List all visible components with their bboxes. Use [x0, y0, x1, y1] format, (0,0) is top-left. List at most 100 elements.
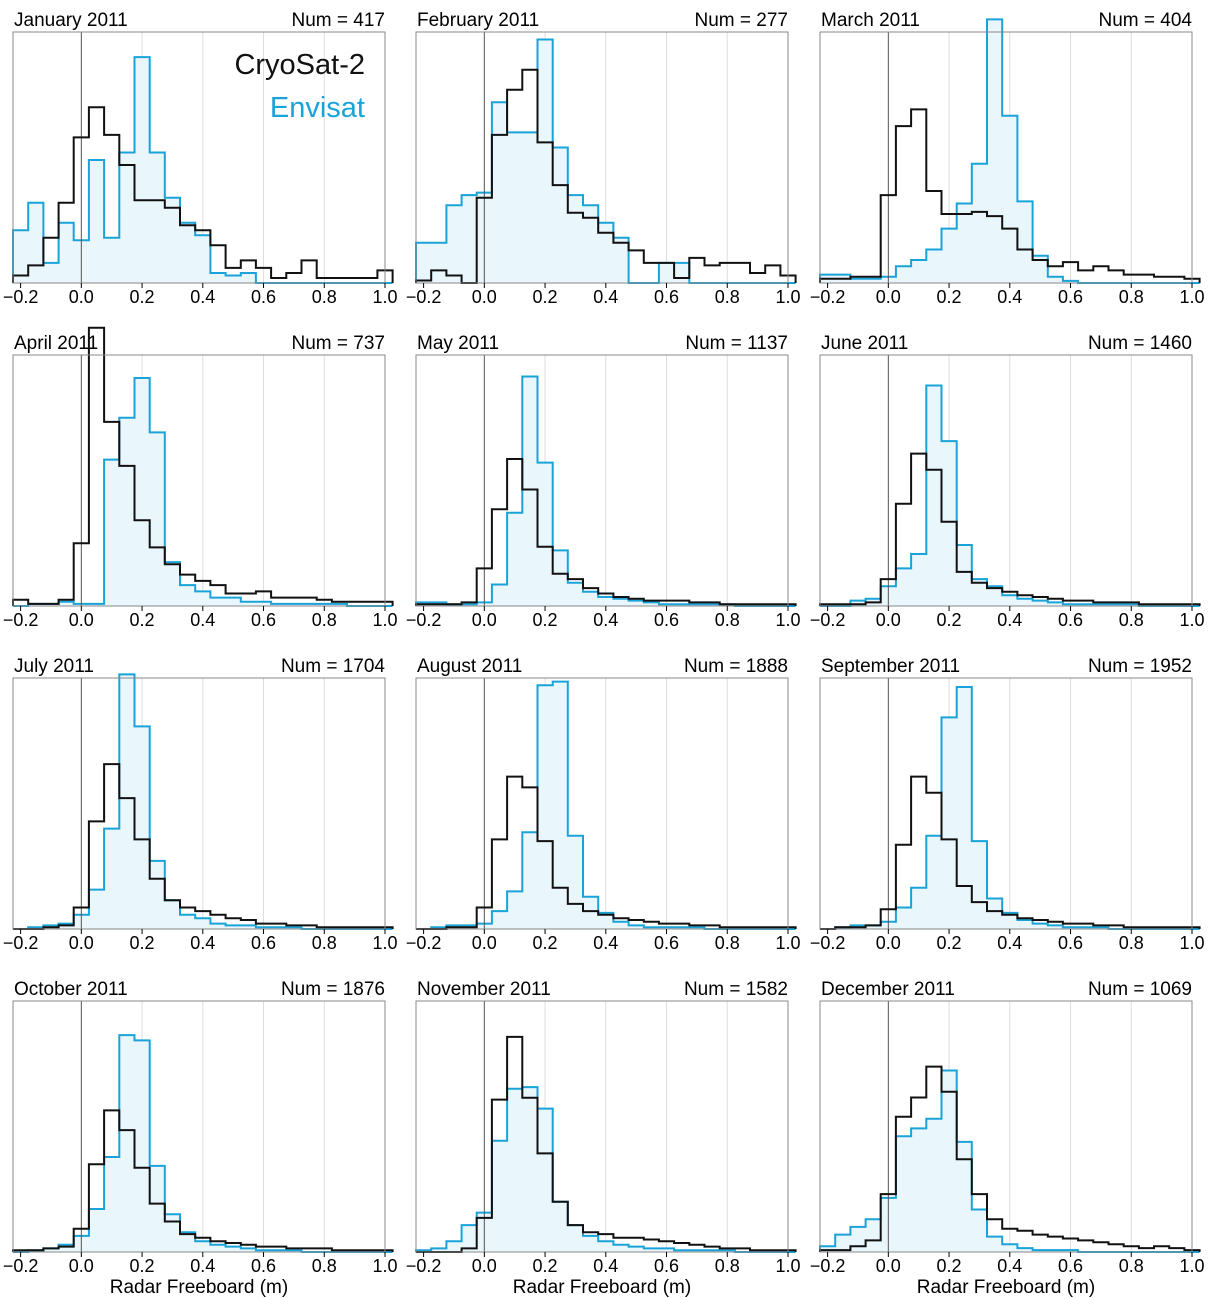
x-tick-label: −0.2	[3, 610, 39, 630]
x-tick-label: 0.0	[472, 933, 497, 953]
panel-num: Num = 417	[292, 10, 385, 31]
x-tick-label: 0.8	[715, 610, 740, 630]
x-tick-label: 1.0	[775, 1256, 800, 1276]
x-tick-label: 0.4	[190, 610, 215, 630]
x-tick-label: 0.4	[593, 933, 618, 953]
envisat-fill	[416, 376, 796, 606]
x-tick-label: −0.2	[810, 1256, 846, 1276]
x-tick-label: 0.0	[69, 287, 94, 307]
x-tick-label: 0.6	[654, 610, 679, 630]
panel-5: May 2011 Num = 1137 −0.2 0.0 0.2 0.4 0.6 0.8 1.0	[406, 333, 801, 630]
envisat-fill	[416, 1087, 796, 1252]
panel-frame	[415, 31, 789, 284]
x-tick-label: −0.2	[3, 933, 39, 953]
panel-1: January 2011 Num = 417 −0.2 0.0 0.2 0.4 0.6 0.8…	[3, 10, 398, 307]
x-tick-label: 0.2	[130, 1256, 155, 1276]
x-tick-label: 1.0	[775, 610, 800, 630]
x-tick-label: −0.2	[3, 1256, 39, 1276]
cryosat-step	[819, 108, 1201, 283]
cryosat-step	[416, 1035, 797, 1253]
x-tick-label: 0.6	[1058, 1256, 1083, 1276]
panel-8: August 2011 Num = 1888 −0.2 0.0 0.2 0.4 0.6 0.8…	[406, 656, 801, 953]
panel-frame	[819, 677, 1193, 930]
panel-frame	[12, 1000, 386, 1253]
x-tick-label: 0.6	[251, 287, 276, 307]
panel-title: November 2011	[417, 979, 551, 1000]
x-tick-label: 0.6	[251, 610, 276, 630]
x-tick-label: 0.2	[533, 287, 558, 307]
cryosat-step	[819, 452, 1201, 606]
envisat-fill	[416, 39, 796, 283]
panel-frame	[415, 1000, 789, 1253]
x-tick-label: 0.0	[472, 287, 497, 307]
x-tick-label: −0.2	[406, 1256, 442, 1276]
panel-num: Num = 1704	[281, 656, 385, 677]
x-tick-label: 1.0	[1179, 1256, 1204, 1276]
x-tick-label: 0.4	[190, 1256, 215, 1276]
x-tick-label: 0.8	[312, 610, 337, 630]
x-tick-label: 1.0	[372, 933, 397, 953]
x-tick-label: 1.0	[1179, 933, 1204, 953]
envisat-fill	[13, 674, 393, 929]
panel-num: Num = 404	[1099, 10, 1193, 31]
x-tick-label: 0.2	[130, 610, 155, 630]
panel-title: September 2011	[821, 656, 960, 677]
x-tick-label: 0.6	[654, 933, 679, 953]
panel-frame	[415, 677, 789, 930]
x-tick-label: 0.6	[1058, 933, 1083, 953]
panel-num: Num = 1888	[684, 656, 788, 677]
x-tick-label: 0.4	[593, 610, 618, 630]
panel-title: February 2011	[417, 10, 539, 31]
panel-frame	[12, 677, 386, 930]
cryosat-step	[819, 1065, 1201, 1252]
panel-frame	[819, 1000, 1193, 1253]
x-tick-label: 0.8	[312, 933, 337, 953]
cryosat-step	[12, 1109, 394, 1252]
x-tick-label: 0.4	[593, 1256, 618, 1276]
x-tick-label: 0.4	[997, 287, 1022, 307]
x-tick-label: 0.0	[69, 610, 94, 630]
panel-title: August 2011	[417, 656, 522, 677]
x-tick-label: 1.0	[1179, 610, 1204, 630]
x-tick-label: 1.0	[372, 610, 397, 630]
x-tick-label: 0.2	[533, 933, 558, 953]
x-tick-label: −0.2	[810, 610, 846, 630]
x-tick-label: 0.6	[654, 287, 679, 307]
cryosat-step	[13, 763, 394, 930]
panel-frame	[12, 354, 386, 607]
x-tick-label: 0.8	[1119, 287, 1144, 307]
x-tick-label: −0.2	[406, 933, 442, 953]
x-axis-label: Radar Freeboard (m)	[917, 1277, 1095, 1298]
x-tick-label: 0.2	[937, 1256, 962, 1276]
cryosat-step	[415, 458, 797, 606]
panel-4: April 2011 Num = 737 −0.2 0.0 0.2 0.4 0.6 0.8 1.…	[3, 326, 398, 630]
panel-frame	[819, 354, 1193, 607]
x-tick-label: −0.2	[406, 287, 442, 307]
x-tick-label: 0.4	[190, 287, 215, 307]
x-tick-label: 1.0	[1179, 287, 1204, 307]
envisat-fill	[820, 19, 1200, 284]
panel-title: January 2011	[14, 10, 128, 31]
panel-num: Num = 1952	[1088, 656, 1192, 677]
panel-7: July 2011 Num = 1704 −0.2 0.0 0.2 0.4 0.6 0.8 1.…	[3, 656, 398, 953]
x-tick-label: 0.8	[715, 1256, 740, 1276]
x-tick-label: 1.0	[372, 287, 397, 307]
cryosat-step	[820, 775, 1201, 930]
x-tick-label: 1.0	[775, 933, 800, 953]
panel-10: October 2011 Num = 1876 −0.2 0.0 0.2 0.4 0.6 0.…	[3, 979, 398, 1298]
x-tick-label: 0.6	[654, 1256, 679, 1276]
x-tick-label: 0.0	[876, 1256, 901, 1276]
panel-9: September 2011 Num = 1952 −0.2 0.0 0.2 0.4 0.6…	[810, 656, 1205, 953]
envisat-fill	[13, 1035, 393, 1252]
panel-num: Num = 277	[695, 10, 788, 31]
x-axis-label: Radar Freeboard (m)	[513, 1277, 691, 1298]
panel-6: June 2011 Num = 1460 −0.2 0.0 0.2 0.4 0.6 0.8 1.…	[810, 333, 1205, 630]
panel-title: June 2011	[821, 333, 908, 354]
x-tick-label: −0.2	[406, 610, 442, 630]
x-tick-label: 0.2	[533, 1256, 558, 1276]
panel-title: October 2011	[14, 979, 128, 1000]
panel-title: May 2011	[417, 333, 499, 354]
x-tick-label: −0.2	[810, 933, 846, 953]
x-tick-label: 0.0	[876, 287, 901, 307]
panel-title: December 2011	[821, 979, 955, 1000]
